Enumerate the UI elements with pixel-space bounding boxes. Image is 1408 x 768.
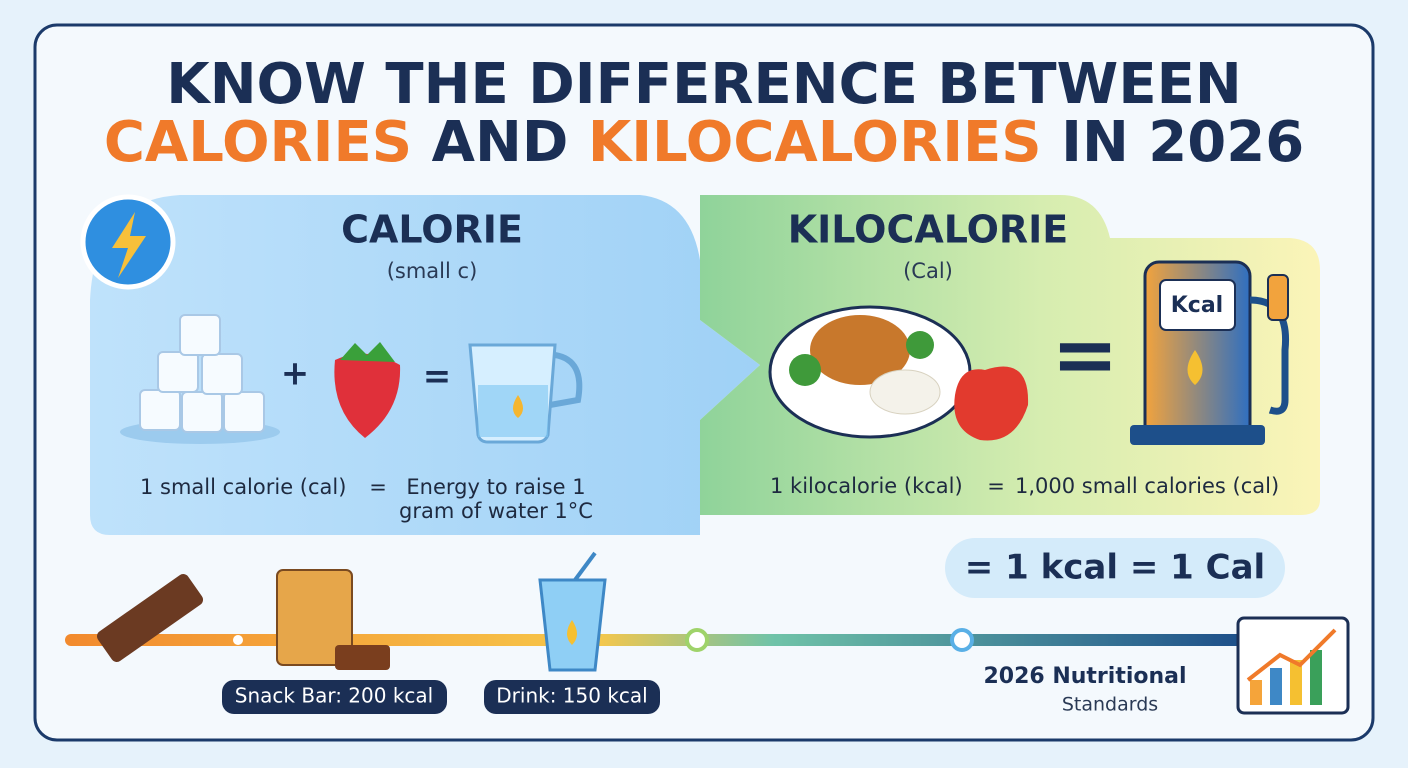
measuring-cup <box>468 343 583 444</box>
kilocalorie-heading: KILOCALORIE <box>788 208 1069 252</box>
calorie-heading: CALORIE <box>341 208 523 252</box>
standards-label: 2026 Nutritional <box>983 664 1186 689</box>
strawberry <box>334 342 401 438</box>
timeline-dot <box>950 628 974 652</box>
badge <box>945 538 1285 598</box>
drink-icon <box>538 551 607 672</box>
pump-label: Kcal <box>1171 293 1223 318</box>
snack-label: Snack Bar: 200 kcal <box>235 684 433 708</box>
calorie-subheading: (small c) <box>387 259 478 283</box>
kilocalorie-definition-right: 1,000 small calories (cal) <box>1015 474 1279 498</box>
timeline-dot <box>685 628 709 652</box>
badge-text: = 1 kcal = 1 Cal <box>965 548 1265 588</box>
bolt <box>112 212 146 278</box>
snack-bar-icon <box>96 569 390 670</box>
drink-label: Drink: 150 kcal <box>496 684 647 708</box>
kilocalorie-definition-left: 1 kilocalorie (kcal) <box>770 474 963 498</box>
meal-plate <box>768 305 1029 441</box>
calorie-definition-equals: = <box>369 475 387 499</box>
fuel-pump <box>1130 260 1290 445</box>
calorie-panel <box>90 195 760 535</box>
title-line-1: KNOW THE DIFFERENCE BETWEEN <box>166 52 1241 117</box>
plus-sign: + <box>281 354 310 394</box>
timeline <box>65 634 1245 646</box>
chart-icon <box>1236 616 1350 715</box>
title-word: KILOCALORIES <box>588 110 1042 175</box>
equals-sign: = <box>423 357 452 397</box>
title-line-2: CALORIES AND KILOCALORIES IN 2026 <box>104 110 1304 175</box>
title-word: AND <box>432 110 569 175</box>
calorie-definition-right: Energy to raise 1 <box>406 475 585 499</box>
snack-pill <box>222 680 447 714</box>
drink-pill <box>484 680 660 714</box>
equals-sign: = <box>1051 308 1118 401</box>
title-word: IN 2026 <box>1061 110 1304 175</box>
kilocalorie-definition-equals: = <box>987 474 1005 498</box>
title-word: CALORIES <box>104 110 412 175</box>
kilocalorie-subheading: (Cal) <box>903 259 953 283</box>
calorie-definition-left: 1 small calorie (cal) <box>140 475 346 499</box>
sugar-cubes <box>120 314 280 444</box>
calorie-definition-right: gram of water 1°C <box>399 499 593 523</box>
timeline-dot <box>233 635 243 645</box>
standards-label: Standards <box>1062 694 1158 716</box>
